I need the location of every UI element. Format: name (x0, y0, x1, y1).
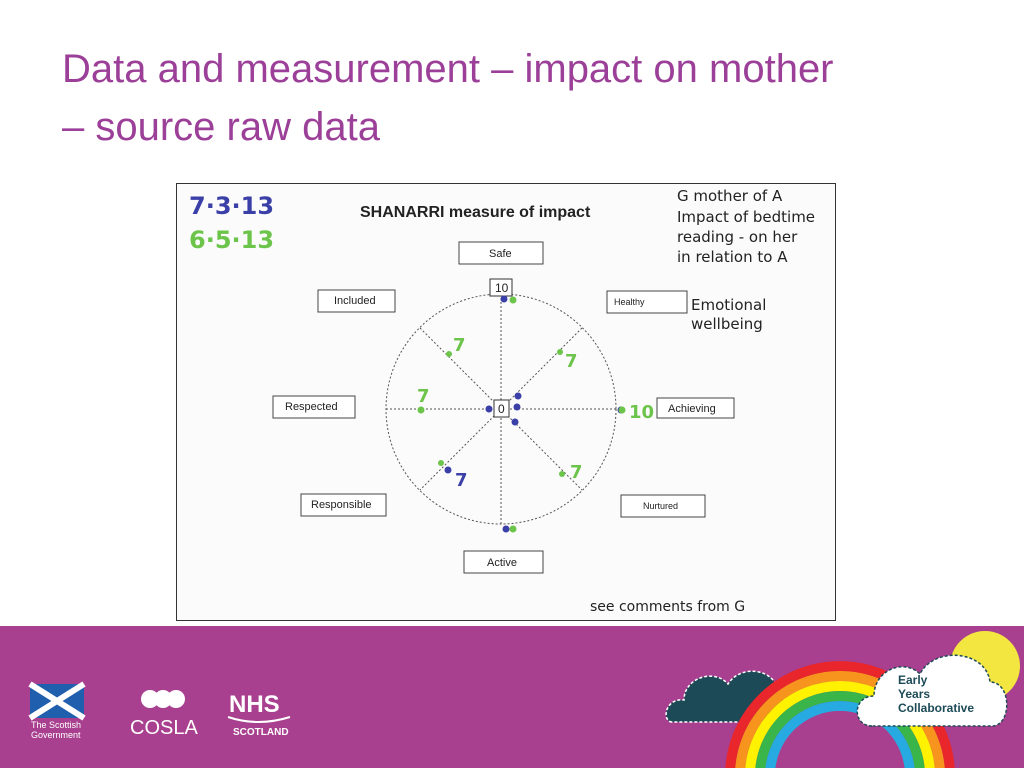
cosla-logo (141, 690, 185, 708)
title-line-1: Data and measurement – impact on mother (62, 47, 834, 91)
label-healthy: Healthy (614, 297, 645, 307)
label-active: Active (487, 557, 517, 569)
green-dot-nurtured (559, 471, 565, 477)
note-line-2: Impact of bedtime (677, 208, 815, 226)
label-included: Included (334, 295, 376, 307)
scale-max-box (489, 278, 513, 297)
comments-note: see comments from G (590, 599, 745, 615)
score-achieving: 10 (629, 402, 654, 423)
label-achieving: Achieving (668, 403, 716, 415)
eyc-line2: Years (898, 687, 930, 701)
cosla-text: COSLA (130, 717, 198, 739)
blue-dot-respected (485, 405, 493, 413)
green-dot-achieving (618, 406, 626, 414)
blue-dot-active-edge (502, 525, 510, 533)
nhs-swoosh (227, 716, 291, 723)
blue-dot-nurtured (513, 403, 521, 411)
blue-dot-safe (500, 295, 508, 303)
emotional-line-2: wellbeing (691, 315, 763, 333)
label-box-safe (458, 241, 544, 265)
form-heading: SHANARRI measure of impact (360, 204, 591, 221)
blue-dot-healthy (514, 392, 522, 400)
scottish-gov-line1: The Scottish (31, 720, 81, 730)
score-nurtured: 7 (570, 462, 583, 483)
scanned-form: SHANARRI measure of impact 7·3·13 6·5·13… (176, 183, 836, 621)
label-safe: Safe (489, 248, 512, 260)
blue-markers (444, 295, 625, 533)
date-blue: 7·3·13 (189, 192, 274, 220)
note-line-4: in relation to A (677, 248, 788, 266)
footer-band: The Scottish Government COSLA NHS SCOTLA… (0, 626, 1024, 768)
emotional-line-1: Emotional (691, 296, 766, 314)
date-green: 6·5·13 (189, 226, 274, 254)
slide-title: Data and measurement – impact on mother … (62, 40, 992, 156)
white-cloud (856, 654, 1008, 727)
title-line-2: – source raw data (62, 105, 380, 149)
green-dot-safe (509, 296, 517, 304)
score-included: 7 (453, 335, 466, 356)
label-responsible: Responsible (311, 499, 372, 511)
label-nurtured: Nurtured (643, 501, 678, 511)
score-responsible: 7 (455, 470, 468, 491)
note-line-1: G mother of A (677, 187, 783, 205)
label-box-achieving (656, 397, 735, 419)
green-dot-active (509, 525, 517, 533)
green-dot-healthy (557, 349, 563, 355)
scale-max: 10 (495, 281, 509, 295)
label-box-healthy (606, 290, 688, 314)
scottish-gov-line2: Government (31, 730, 81, 740)
scale-min-box (493, 399, 510, 418)
footer-graphics: The Scottish Government COSLA NHS SCOTLA… (28, 631, 1020, 768)
label-respected: Respected (285, 401, 338, 413)
label-box-nurtured (620, 494, 706, 518)
green-dot-included (446, 351, 452, 357)
score-healthy: 7 (565, 351, 578, 372)
score-respected: 7 (417, 386, 430, 407)
eyc-logo-text: Early Years Collaborative (898, 673, 974, 715)
green-markers (417, 296, 626, 533)
label-box-included (317, 289, 396, 313)
eyc-line1: Early (898, 673, 928, 687)
label-box-active (463, 550, 544, 574)
label-box-respected (272, 395, 356, 419)
note-line-3: reading - on her (677, 228, 798, 246)
nhs-text: NHS (229, 691, 280, 718)
handwritten-note: G mother of A Impact of bedtime reading … (677, 187, 815, 266)
eyc-line3: Collaborative (898, 701, 974, 715)
saltire-logo (28, 681, 86, 721)
shanarri-diagram: SHANARRI measure of impact 7·3·13 6·5·13… (189, 187, 815, 615)
blue-dot-active (511, 418, 519, 426)
emotional-note: Emotional wellbeing (691, 296, 766, 333)
blue-dot-responsible (444, 466, 452, 474)
green-dot-responsible (438, 460, 444, 466)
nhs-sub-text: SCOTLAND (233, 727, 289, 738)
label-box-responsible (300, 493, 387, 517)
scale-min: 0 (498, 402, 505, 416)
green-dot-respected (417, 406, 425, 414)
